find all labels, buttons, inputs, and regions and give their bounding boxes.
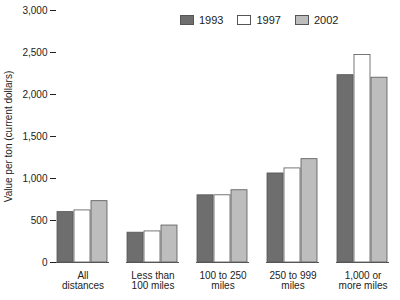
html-text:1993: 1993 xyxy=(199,14,224,26)
html-text:1997: 1997 xyxy=(256,14,281,26)
svg-text:0: 0 xyxy=(42,257,48,268)
svg-text:Value per ton (current dollars: Value per ton (current dollars) xyxy=(3,71,14,203)
svg-text:500: 500 xyxy=(31,215,48,226)
svg-text:Less than100 miles: Less than100 miles xyxy=(131,270,174,291)
svg-text:3,000: 3,000 xyxy=(22,5,47,16)
svg-text:2,500: 2,500 xyxy=(22,47,47,58)
svg-text:1,500: 1,500 xyxy=(22,131,47,142)
svg-text:250 to 999miles: 250 to 999miles xyxy=(269,270,317,291)
svg-text:1,000 ormore miles: 1,000 ormore miles xyxy=(339,270,388,291)
svg-text:2,000: 2,000 xyxy=(22,89,47,100)
html-text:2002: 2002 xyxy=(314,14,339,26)
svg-text:1,000: 1,000 xyxy=(22,173,47,184)
svg-text:100 to 250miles: 100 to 250miles xyxy=(199,270,247,291)
svg-text:Alldistances: Alldistances xyxy=(62,270,104,291)
